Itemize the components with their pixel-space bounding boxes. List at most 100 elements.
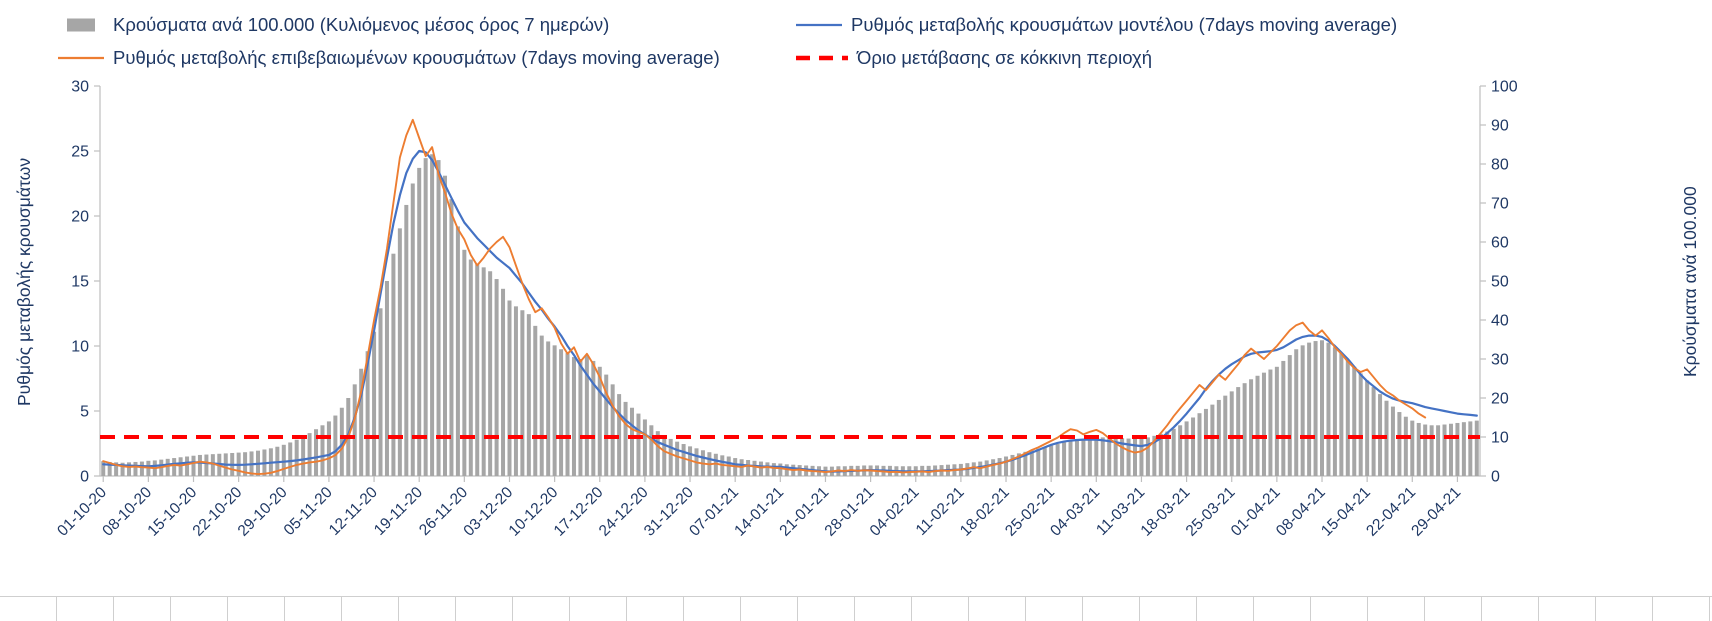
bar — [984, 460, 989, 476]
legend-label-confirmed-rate: Ρυθμός μεταβολής επιβεβαιωμένων κρουσμάτ… — [113, 46, 720, 68]
bar — [636, 413, 641, 476]
bar — [1029, 450, 1034, 476]
bar — [281, 444, 286, 476]
legend-label-red-zone-threshold: Όριο μετάβασης σε κόκκινη περιοχή — [857, 46, 1152, 68]
bar — [1255, 375, 1260, 476]
bar — [526, 314, 531, 476]
bar — [1158, 433, 1163, 476]
bar — [178, 457, 183, 476]
x-axis-tick-label: 19-11-20 — [371, 484, 426, 539]
bar — [1300, 345, 1305, 476]
bar — [1074, 439, 1079, 476]
bar — [1165, 431, 1170, 476]
bar — [1184, 421, 1189, 476]
right-axis-tick-label: 80 — [1491, 157, 1509, 174]
bar — [333, 415, 338, 476]
bar — [565, 353, 570, 476]
legend: Κρούσματα ανά 100.000 (Κυλιόμενος μέσος … — [58, 8, 1704, 74]
bar — [165, 458, 170, 476]
bar — [1326, 342, 1331, 476]
bar — [1062, 442, 1067, 476]
right-axis-tick-label: 20 — [1491, 391, 1509, 408]
bar — [546, 341, 551, 476]
bar — [997, 458, 1002, 476]
bar — [1023, 451, 1028, 476]
bar — [1468, 421, 1473, 476]
bar — [204, 454, 209, 476]
right-axis-tick-label: 100 — [1491, 79, 1518, 96]
bar — [513, 306, 518, 476]
bar — [746, 460, 751, 476]
bar — [1113, 437, 1118, 476]
bar — [559, 349, 564, 476]
bar — [578, 359, 583, 476]
legend-item-confirmed-rate: Ρυθμός μεταβολής επιβεβαιωμένων κρουσμάτ… — [58, 47, 796, 69]
bar — [778, 463, 783, 476]
x-axis-tick-label: 29-10-20 — [235, 484, 291, 540]
bar — [494, 279, 499, 476]
bar — [197, 454, 202, 476]
bar — [1223, 395, 1228, 476]
bar — [114, 462, 119, 476]
bar — [449, 199, 454, 476]
bar — [584, 355, 589, 476]
bar — [552, 345, 557, 476]
left-axis-tick-label: 0 — [80, 469, 89, 486]
bar — [127, 462, 132, 476]
bar — [1004, 456, 1009, 476]
bar — [675, 441, 680, 476]
bar — [610, 384, 615, 476]
bar — [488, 271, 493, 476]
bar — [359, 368, 364, 476]
bar — [172, 458, 177, 476]
bar — [1100, 437, 1105, 476]
right-axis-tick-label: 0 — [1491, 469, 1500, 486]
bar — [1016, 453, 1021, 476]
bar — [991, 459, 996, 476]
bar — [468, 259, 473, 476]
bars-swatch — [67, 18, 95, 31]
right-axis-tick-label: 40 — [1491, 313, 1509, 330]
bar — [352, 384, 357, 476]
bar — [185, 456, 190, 476]
bar — [1055, 444, 1060, 476]
bar — [372, 331, 377, 476]
legend-item-red-zone-threshold: Όριο μετάβασης σε κόκκινη περιοχή — [796, 47, 1704, 69]
bar — [713, 453, 718, 476]
x-axis-tick-label: 04-02-21 — [867, 484, 923, 540]
bar — [139, 461, 144, 476]
confirmed-line — [102, 118, 1427, 476]
right-axis-tick-label: 70 — [1491, 196, 1509, 213]
bar — [1249, 379, 1254, 476]
bar — [384, 281, 389, 476]
bar — [1068, 440, 1073, 476]
bar — [436, 160, 441, 476]
bar — [210, 454, 215, 476]
legend-label-model-rate: Ρυθμός μεταβολής κρουσμάτων μοντέλου (7d… — [851, 13, 1398, 35]
chart-plot-svg: 051015202530010203040506070809010001-10-… — [54, 79, 1518, 540]
bar — [501, 288, 506, 476]
bar — [1081, 438, 1086, 476]
bar — [797, 465, 802, 476]
bar — [1120, 438, 1125, 476]
bar — [1107, 437, 1112, 476]
bar — [320, 425, 325, 476]
bar — [1313, 341, 1318, 476]
x-axis-tick-label: 12-11-20 — [326, 484, 381, 539]
bar — [1455, 422, 1460, 476]
bar — [101, 461, 106, 476]
right-axis-tick-label: 10 — [1491, 430, 1509, 447]
bar — [1242, 383, 1247, 476]
bar — [455, 226, 460, 476]
bar — [649, 425, 654, 476]
left-axis-tick-label: 5 — [80, 404, 89, 421]
bar — [539, 335, 544, 476]
bar — [520, 310, 525, 476]
bar — [1429, 425, 1434, 476]
bar — [1210, 404, 1215, 476]
bar — [462, 249, 467, 476]
confirmed-line-swatch — [58, 56, 104, 59]
bar — [294, 439, 299, 476]
left-axis-tick-label: 20 — [71, 209, 89, 226]
